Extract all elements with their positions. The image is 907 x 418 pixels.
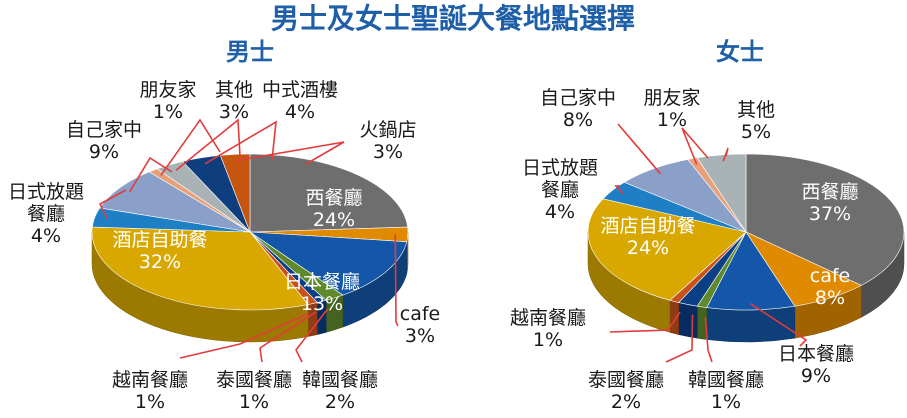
- female-label-slice-7-name-2: 餐廳: [541, 179, 579, 201]
- female-label-slice-5-value: 1%: [533, 329, 563, 351]
- male-label-slice-8-name: 自己家中: [66, 119, 142, 141]
- male-slice-slice-6: [91, 226, 309, 311]
- female-label-slice-4-name: 泰國餐廳: [588, 369, 664, 391]
- female-side-slice-5: [669, 300, 679, 335]
- female-label-slice-8-leader: [617, 123, 662, 175]
- female-label-slice-2-leader: [750, 303, 808, 347]
- female-label-slice-6-name: 酒店自助餐: [600, 215, 695, 237]
- male-label-cafe-leader: [394, 234, 399, 327]
- female-label-slice-9-value: 1%: [657, 109, 687, 131]
- male-label-cafe-value: 3%: [405, 325, 435, 347]
- male-labels: 西餐廳24%cafe3%日本餐廳13%韓國餐廳2%泰國餐廳1%越南餐廳1%酒店自…: [8, 79, 440, 413]
- male-label-slice-7-leader: [98, 189, 127, 219]
- female-label-slice-10-value: 5%: [741, 121, 771, 143]
- male-label-slice-7-value: 4%: [31, 225, 61, 247]
- male-chart-title: 男士: [226, 38, 274, 66]
- male-slice-slice-2: [248, 231, 408, 296]
- male-label-slice-0-name: 西餐廳: [305, 187, 362, 209]
- female-label-slice-5-name: 越南餐廳: [510, 307, 586, 329]
- chart-title: 男士及女士聖誕大餐地點選擇: [271, 2, 635, 35]
- male-label-slice-5-value: 1%: [135, 391, 165, 413]
- male-slices: [91, 153, 409, 311]
- male-label-slice-7-name-1: 日式放題: [8, 181, 84, 203]
- female-label-slice-5-leader: [609, 311, 681, 333]
- male-label-slice-11-leader: [204, 120, 277, 165]
- male-label-slice-3-leader: [295, 308, 329, 363]
- male-slice-slice-0: [249, 153, 409, 233]
- female-label-slice-8-name: 自己家中: [540, 87, 616, 109]
- female-pie-chart: 西餐廳37%cafe8%日本餐廳9%韓國餐廳1%泰國餐廳2%越南餐廳1%酒店自助…: [510, 87, 905, 413]
- male-label-slice-0-value: 24%: [313, 209, 355, 231]
- female-label-slice-7-value: 4%: [545, 201, 575, 223]
- female-label-slice-3-value: 1%: [711, 391, 741, 413]
- male-label-slice-10-value: 3%: [219, 101, 249, 123]
- male-label-slice-6-name: 酒店自助餐: [112, 229, 207, 251]
- male-label-slice-5-leader: [179, 313, 309, 359]
- female-label-slice-2-value: 9%: [801, 365, 831, 387]
- male-pie-chart: 西餐廳24%cafe3%日本餐廳13%韓國餐廳2%泰國餐廳1%越南餐廳1%酒店自…: [8, 79, 440, 413]
- male-label-slice-2-value: 13%: [301, 293, 343, 315]
- male-label-slice-8-value: 9%: [89, 141, 119, 163]
- female-slice-slice-6: [587, 198, 747, 301]
- female-side-slice-4: [678, 302, 698, 339]
- male-label-slice-9-value: 1%: [153, 101, 183, 123]
- female-labels: 西餐廳37%cafe8%日本餐廳9%韓國餐廳1%泰國餐廳2%越南餐廳1%酒店自助…: [510, 87, 859, 413]
- female-label-slice-10-name: 其他: [737, 99, 775, 121]
- male-label-slice-10-name: 其他: [215, 79, 253, 101]
- male-label-slice-11-name: 中式酒樓: [262, 79, 338, 101]
- male-label-cafe-name: cafe: [400, 303, 440, 325]
- female-label-cafe-value: 8%: [815, 287, 845, 309]
- female-label-slice-7-leader: [614, 185, 624, 195]
- male-label-slice-3-name: 韓國餐廳: [302, 369, 378, 391]
- female-slice-slice-0: [745, 153, 905, 286]
- female-label-slice-7-name-1: 日式放題: [522, 157, 598, 179]
- female-slice-slice-10: [696, 153, 747, 234]
- female-label-slice-3-leader: [704, 316, 713, 363]
- female-label-cafe-name: cafe: [810, 265, 850, 287]
- male-label-slice-4-name: 泰國餐廳: [216, 369, 292, 391]
- female-label-slice-9-name: 朋友家: [643, 87, 700, 109]
- female-label-slice-0-name: 西餐廳: [801, 181, 858, 203]
- male-label-slice-8-leader: [129, 156, 173, 193]
- female-label-slice-0-value: 37%: [809, 203, 851, 225]
- female-label-slice-3-name: 韓國餐廳: [688, 369, 764, 391]
- female-slice-slice-2: [706, 231, 796, 311]
- male-label-slice-12-name: 火鍋店: [359, 119, 416, 141]
- male-label-slice-4-value: 1%: [239, 391, 269, 413]
- female-slices: [587, 153, 905, 311]
- male-label-slice-11-value: 4%: [285, 101, 315, 123]
- male-label-slice-5-name: 越南餐廳: [112, 369, 188, 391]
- female-label-slice-2-name: 日本餐廳: [778, 343, 854, 365]
- female-label-slice-9-leader: [681, 127, 709, 165]
- male-label-slice-12-value: 3%: [373, 141, 403, 163]
- male-label-slice-3-value: 2%: [325, 391, 355, 413]
- female-chart-title: 女士: [716, 38, 764, 66]
- male-label-slice-9-name: 朋友家: [139, 79, 196, 101]
- male-label-slice-7-name-2: 餐廳: [27, 203, 65, 225]
- female-label-slice-10-leader: [722, 147, 729, 162]
- female-side-walls: [587, 231, 905, 343]
- male-label-slice-2-name: 日本餐廳: [284, 271, 360, 293]
- female-label-slice-4-value: 2%: [611, 391, 641, 413]
- male-label-slice-4-leader: [259, 311, 317, 363]
- female-label-slice-4-leader: [665, 314, 694, 363]
- female-label-slice-6-value: 24%: [627, 237, 669, 259]
- male-label-slice-12-leader: [236, 141, 345, 165]
- male-side-walls: [91, 231, 409, 343]
- male-label-slice-6-value: 32%: [139, 251, 181, 273]
- female-label-slice-8-value: 8%: [563, 109, 593, 131]
- male-label-slice-9-leader: [160, 118, 221, 176]
- male-slice-slice-8: [99, 171, 251, 233]
